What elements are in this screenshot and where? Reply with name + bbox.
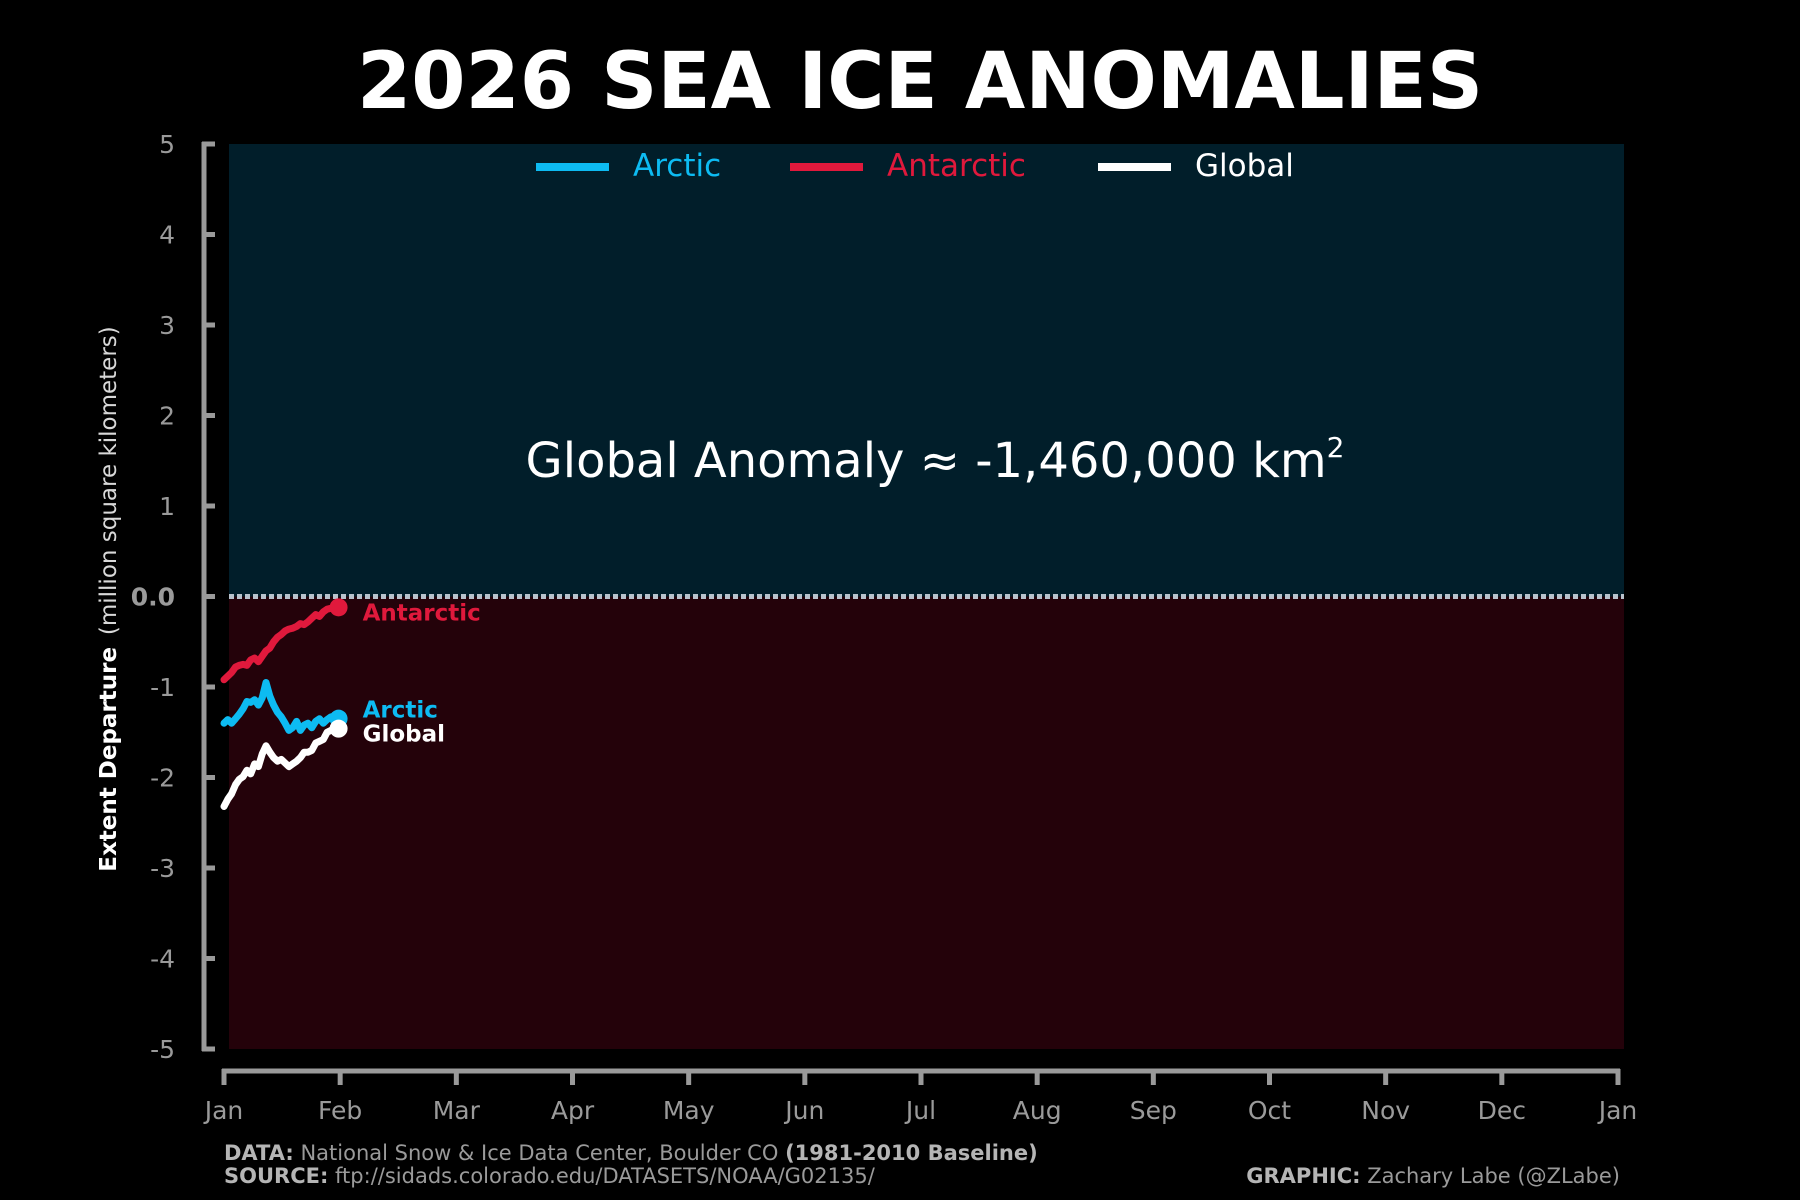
y-tick-label: -5: [150, 1035, 175, 1064]
y-tick-label: 5: [159, 130, 175, 159]
y-axis-label: Extent Departure (million square kilomet…: [96, 326, 122, 871]
y-tick-label: -4: [150, 945, 175, 974]
x-tick-label: Jun: [783, 1096, 824, 1125]
y-tick-label: 2: [159, 402, 175, 431]
positive-anomaly-background: [229, 144, 1624, 597]
footer-source-text: ftp://sidads.colorado.edu/DATASETS/NOAA/…: [328, 1164, 875, 1188]
legend-label-global: Global: [1195, 148, 1294, 184]
series-end-label-arctic: Arctic: [363, 698, 438, 724]
chart-title: 2026 SEA ICE ANOMALIES: [357, 37, 1483, 127]
footer-data-line: DATA: National Snow & Ice Data Center, B…: [224, 1141, 1038, 1165]
y-tick-label: 0.0: [131, 583, 175, 612]
global-anomaly-annotation: Global Anomaly ≈ -1,460,000 km2: [526, 431, 1345, 489]
legend-label-antarctic: Antarctic: [887, 148, 1026, 184]
negative-anomaly-background: [229, 597, 1624, 1050]
y-axis-label-units: (million square kilometers): [96, 326, 122, 635]
y-tick-label: -3: [150, 854, 175, 883]
y-axis-label-bold: Extent Departure: [96, 647, 122, 872]
x-tick-label: Dec: [1478, 1096, 1526, 1125]
x-tick-label: May: [663, 1096, 715, 1125]
footer-graphic-label: GRAPHIC:: [1246, 1164, 1360, 1188]
series-end-label-antarctic: Antarctic: [363, 600, 481, 626]
y-tick-label: -2: [150, 764, 175, 793]
series-end-label-global: Global: [363, 722, 445, 748]
series-endpoint-antarctic: [330, 598, 348, 616]
y-axis: -5 -4 -3 -2 -1 0.0 1 2 3 4 5: [131, 130, 215, 1064]
x-tick-label: Jan: [1597, 1096, 1638, 1125]
y-tick-label: 4: [159, 221, 175, 250]
footer-graphic-line: GRAPHIC: Zachary Labe (@ZLabe): [1246, 1164, 1620, 1188]
footer-data-text: National Snow & Ice Data Center, Boulder…: [294, 1141, 785, 1165]
footer-graphic-text: Zachary Labe (@ZLabe): [1361, 1164, 1620, 1188]
x-tick-label: Nov: [1361, 1096, 1410, 1125]
x-tick-label: Mar: [433, 1096, 481, 1125]
y-tick-label: 3: [159, 311, 175, 340]
footer-baseline: (1981-2010 Baseline): [785, 1141, 1038, 1165]
x-tick-label: Aug: [1013, 1096, 1062, 1125]
x-tick-label: Feb: [318, 1096, 362, 1125]
global-anomaly-superscript: 2: [1327, 431, 1345, 464]
footer-source-label: SOURCE:: [224, 1164, 328, 1188]
footer-data-label: DATA:: [224, 1141, 294, 1165]
footer-source-line: SOURCE: ftp://sidads.colorado.edu/DATASE…: [224, 1164, 876, 1188]
svg-text:Extent Departure (mill: Extent Departure (million square kilomet…: [96, 326, 122, 871]
x-tick-label: Jan: [203, 1096, 244, 1125]
legend-label-arctic: Arctic: [633, 148, 721, 184]
y-tick-label: -1: [150, 673, 175, 702]
series-endpoint-global: [330, 720, 348, 738]
x-axis: Jan Feb Mar Apr May Jun Jul Aug Sep Oct Nov Dec Jan: [203, 1069, 1638, 1125]
x-tick-label: Apr: [551, 1096, 595, 1125]
x-tick-label: Jul: [904, 1096, 936, 1125]
y-tick-label: 1: [159, 492, 175, 521]
x-tick-label: Oct: [1248, 1096, 1291, 1125]
global-anomaly-text: Global Anomaly ≈ -1,460,000 km: [526, 433, 1327, 489]
x-tick-label: Sep: [1130, 1096, 1177, 1125]
